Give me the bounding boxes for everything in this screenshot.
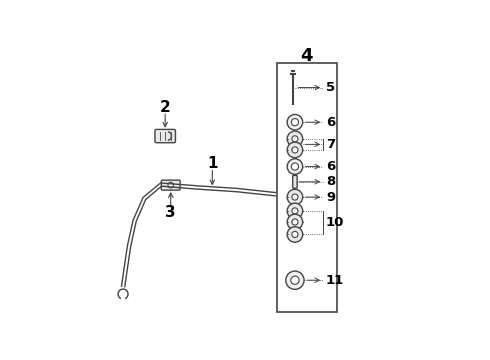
Text: 6: 6 [326, 116, 335, 129]
Text: 9: 9 [326, 190, 335, 203]
Text: 1: 1 [207, 156, 218, 171]
Circle shape [292, 231, 298, 238]
Text: 5: 5 [326, 81, 335, 94]
FancyBboxPatch shape [155, 129, 175, 143]
Circle shape [118, 289, 128, 299]
Circle shape [292, 163, 298, 170]
Text: 2: 2 [160, 100, 171, 115]
Text: 7: 7 [326, 138, 335, 151]
Text: 11: 11 [326, 274, 344, 287]
Circle shape [292, 219, 298, 225]
Circle shape [287, 131, 303, 147]
Circle shape [287, 203, 303, 219]
Circle shape [287, 189, 303, 205]
Circle shape [292, 136, 298, 142]
Text: 6: 6 [326, 160, 335, 173]
Circle shape [287, 159, 303, 174]
Bar [277, 63, 337, 312]
Circle shape [287, 214, 303, 230]
Circle shape [292, 208, 298, 214]
Text: 8: 8 [326, 175, 335, 188]
Text: 10: 10 [326, 216, 344, 229]
Circle shape [287, 227, 303, 242]
Circle shape [168, 183, 173, 188]
Text: 4: 4 [300, 47, 313, 65]
FancyBboxPatch shape [161, 180, 180, 190]
FancyBboxPatch shape [293, 175, 297, 188]
Text: 3: 3 [166, 205, 176, 220]
Circle shape [292, 118, 298, 126]
Circle shape [292, 194, 298, 200]
Circle shape [287, 114, 303, 130]
Circle shape [287, 142, 303, 158]
Circle shape [286, 271, 304, 289]
Circle shape [292, 147, 298, 153]
Circle shape [291, 276, 299, 284]
